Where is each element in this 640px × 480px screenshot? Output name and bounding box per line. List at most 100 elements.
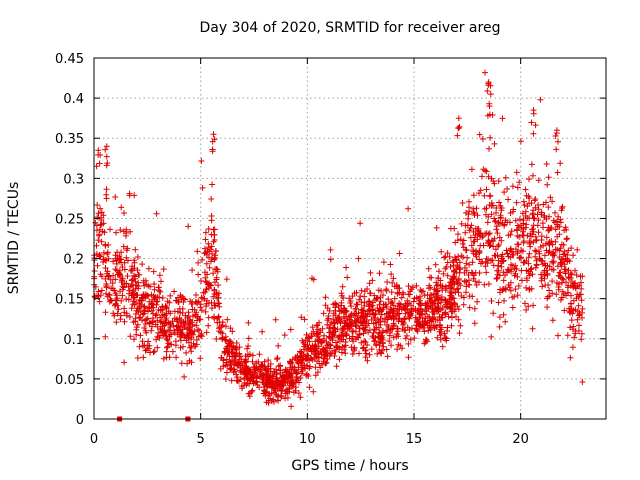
- data-point: [447, 305, 454, 311]
- data-point: [294, 373, 300, 380]
- data-point: [468, 166, 475, 173]
- data-point: [154, 333, 161, 340]
- data-point: [368, 346, 375, 353]
- data-point: [417, 300, 424, 307]
- y-axis-title: SRMTID / TECUs: [6, 182, 22, 295]
- data-point: [185, 313, 192, 319]
- data-point: [483, 205, 490, 212]
- x-tick-label: 15: [406, 432, 423, 447]
- data-point: [491, 140, 498, 147]
- data-point: [131, 291, 138, 298]
- data-point: [279, 380, 286, 387]
- data-point: [447, 225, 454, 232]
- data-point: [467, 234, 474, 241]
- data-point: [327, 246, 334, 253]
- data-point: [487, 91, 494, 98]
- data-point: [552, 238, 559, 245]
- data-point: [375, 308, 382, 315]
- data-point: [238, 369, 245, 376]
- data-point: [273, 356, 280, 363]
- data-point: [249, 352, 256, 359]
- data-point: [554, 169, 561, 176]
- data-point: [421, 321, 428, 328]
- data-point: [457, 282, 464, 289]
- data-point: [173, 354, 180, 361]
- data-point: [229, 328, 236, 335]
- data-point: [205, 314, 212, 321]
- data-point: [178, 360, 185, 367]
- tick-labels: 0 0.05 0.1 0.15 0.2 0.25 0.3 0.35 0.4 0.45 0 5 10 15 2…: [55, 52, 529, 447]
- data-point: [391, 323, 398, 330]
- data-point: [244, 345, 251, 352]
- data-point: [297, 359, 304, 366]
- data-point: [160, 355, 167, 362]
- data-point: [243, 382, 250, 389]
- data-point: [326, 325, 333, 332]
- data-point: [198, 158, 205, 164]
- data-point: [470, 209, 477, 216]
- data-point: [476, 256, 483, 263]
- data-point: [417, 301, 424, 308]
- data-point: [329, 337, 336, 344]
- data-point: [514, 184, 521, 191]
- x-tick-label: 20: [512, 432, 529, 447]
- data-point: [224, 316, 231, 323]
- data-point: [498, 258, 505, 265]
- data-point: [388, 326, 395, 333]
- data-point: [193, 341, 200, 348]
- data-point: [553, 130, 560, 136]
- data-point: [505, 196, 512, 203]
- data-point: [438, 296, 445, 302]
- data-point: [131, 257, 137, 264]
- data-point: [365, 298, 372, 305]
- data-point: [208, 243, 215, 250]
- data-point: [428, 318, 435, 325]
- data-point: [471, 238, 478, 245]
- data-point: [451, 280, 458, 287]
- data-point: [255, 358, 262, 365]
- data-point: [383, 287, 390, 294]
- data-point: [482, 167, 489, 174]
- data-point: [226, 342, 233, 349]
- data-point: [159, 294, 166, 301]
- data-point: [363, 322, 370, 329]
- data-point: [471, 305, 478, 312]
- data-point: [332, 319, 338, 326]
- data-point: [567, 275, 574, 281]
- data-point: [307, 344, 314, 351]
- data-point: [366, 280, 373, 287]
- data-point: [313, 345, 320, 352]
- data-point: [301, 316, 308, 323]
- data-point: [96, 160, 103, 167]
- data-point: [513, 199, 520, 206]
- data-point: [184, 360, 191, 367]
- data-point: [93, 163, 100, 170]
- data-point: [149, 323, 155, 330]
- data-point: [438, 248, 445, 255]
- data-point: [395, 285, 402, 292]
- data-point: [166, 299, 173, 306]
- data-point: [198, 294, 205, 301]
- data-point: [513, 169, 520, 176]
- data-point: [575, 302, 582, 309]
- data-point: [532, 122, 539, 129]
- data-point: [166, 354, 173, 361]
- data-point: [370, 311, 377, 318]
- data-point: [95, 288, 102, 295]
- data-point: [504, 266, 511, 273]
- data-point: [145, 305, 152, 312]
- data-point: [390, 315, 397, 322]
- data-point: [159, 304, 166, 311]
- data-point: [421, 328, 428, 335]
- data-point: [102, 309, 109, 316]
- data-point: [260, 390, 267, 397]
- data-point: [432, 261, 439, 268]
- data-point: [249, 372, 256, 379]
- data-point: [545, 174, 552, 181]
- data-point: [235, 378, 242, 385]
- data-point: [562, 255, 569, 262]
- data-point: [154, 344, 161, 351]
- data-point: [148, 327, 155, 334]
- data-point: [314, 337, 321, 344]
- data-point: [458, 293, 465, 299]
